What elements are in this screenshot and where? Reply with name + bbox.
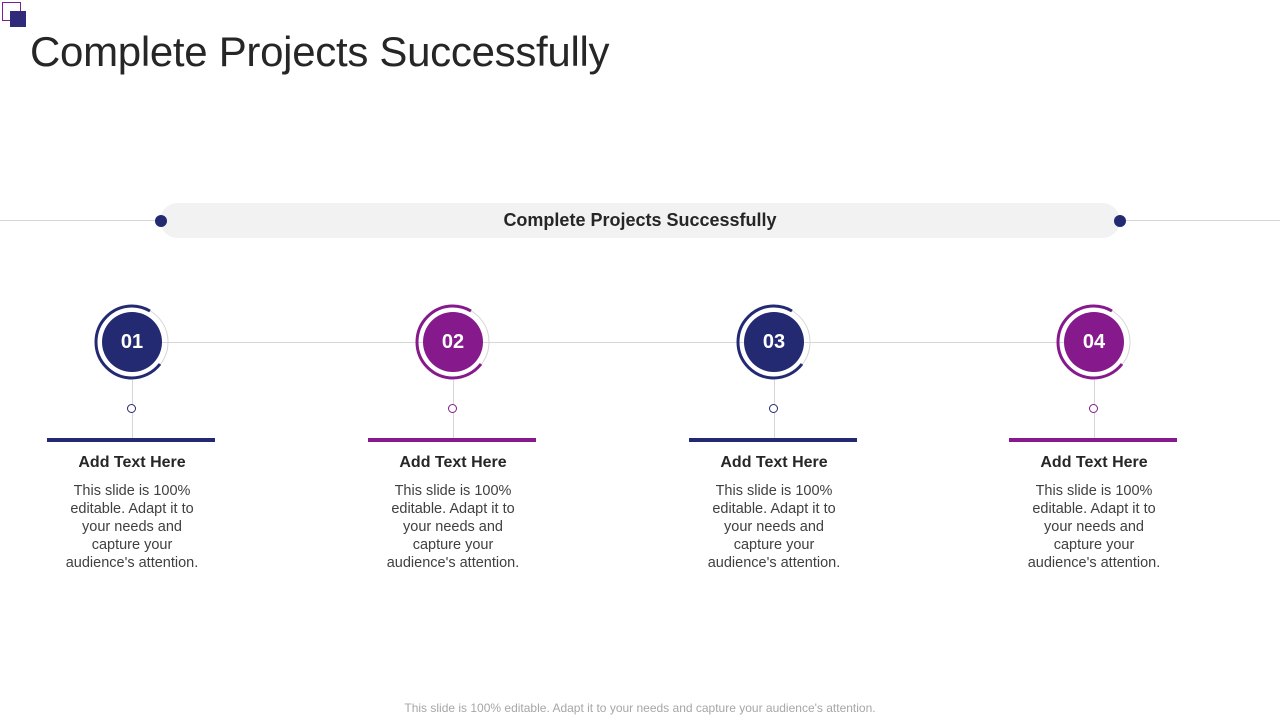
color-bar	[689, 438, 857, 442]
footer-note: This slide is 100% editable. Adapt it to…	[404, 701, 876, 715]
banner: Complete Projects Successfully	[160, 203, 1120, 238]
connector-dot	[448, 404, 457, 413]
progress-ring-icon	[415, 304, 490, 380]
step-number-badge: 03	[744, 312, 804, 372]
color-bar	[47, 438, 215, 442]
connector-dot	[127, 404, 136, 413]
page-title: Complete Projects Successfully	[30, 28, 610, 75]
timeline-line	[132, 342, 1094, 343]
banner-left-dot	[155, 215, 167, 227]
step-description: This slide is 100% editable. Adapt it to…	[1027, 483, 1161, 571]
color-bar	[1009, 438, 1177, 442]
connector-dot	[769, 404, 778, 413]
step-number-badge: 02	[423, 312, 483, 372]
progress-ring-icon	[736, 304, 811, 380]
step-heading: Add Text Here	[78, 454, 186, 471]
step-heading: Add Text Here	[1040, 454, 1148, 471]
step-number-badge: 01	[102, 312, 162, 372]
step-number-badge: 04	[1064, 312, 1124, 372]
step-heading: Add Text Here	[399, 454, 507, 471]
step-description: This slide is 100% editable. Adapt it to…	[386, 483, 520, 571]
step-description: This slide is 100% editable. Adapt it to…	[707, 483, 841, 571]
banner-right-dot	[1114, 215, 1126, 227]
step-description: This slide is 100% editable. Adapt it to…	[65, 483, 199, 571]
color-bar	[368, 438, 536, 442]
step-heading: Add Text Here	[720, 454, 828, 471]
progress-ring-icon	[94, 304, 169, 380]
logo-icon	[2, 2, 26, 27]
progress-ring-icon	[1056, 304, 1131, 380]
connector-dot	[1089, 404, 1098, 413]
banner-label: Complete Projects Successfully	[503, 210, 777, 230]
